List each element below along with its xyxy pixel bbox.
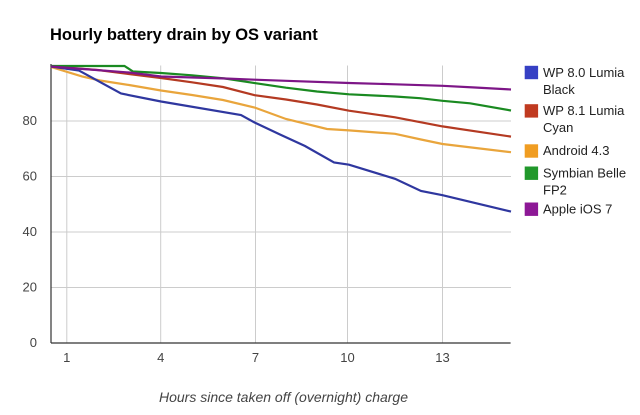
svg-text:1: 1	[63, 350, 70, 365]
svg-text:20: 20	[23, 280, 37, 295]
svg-text:4: 4	[157, 350, 164, 365]
svg-text:10: 10	[340, 350, 354, 365]
svg-text:40: 40	[23, 224, 37, 239]
svg-text:Apple iOS 7: Apple iOS 7	[543, 202, 612, 217]
svg-text:80: 80	[23, 113, 37, 128]
svg-text:WP 8.0 Lumia: WP 8.0 Lumia	[543, 65, 625, 80]
svg-text:Android 4.3: Android 4.3	[543, 143, 610, 158]
svg-text:WP 8.1 Lumia: WP 8.1 Lumia	[543, 103, 625, 118]
svg-text:Black: Black	[543, 82, 575, 97]
svg-text:Cyan: Cyan	[543, 120, 573, 135]
svg-text:0: 0	[30, 335, 37, 350]
svg-text:Hours since taken off (overnig: Hours since taken off (overnight) charge	[159, 389, 408, 405]
svg-text:FP2: FP2	[543, 182, 567, 197]
svg-text:Hourly battery drain by OS var: Hourly battery drain by OS variant	[50, 26, 318, 44]
svg-text:13: 13	[435, 350, 449, 365]
svg-text:60: 60	[23, 169, 37, 184]
svg-text:7: 7	[252, 350, 259, 365]
svg-text:Symbian Belle: Symbian Belle	[543, 165, 626, 180]
